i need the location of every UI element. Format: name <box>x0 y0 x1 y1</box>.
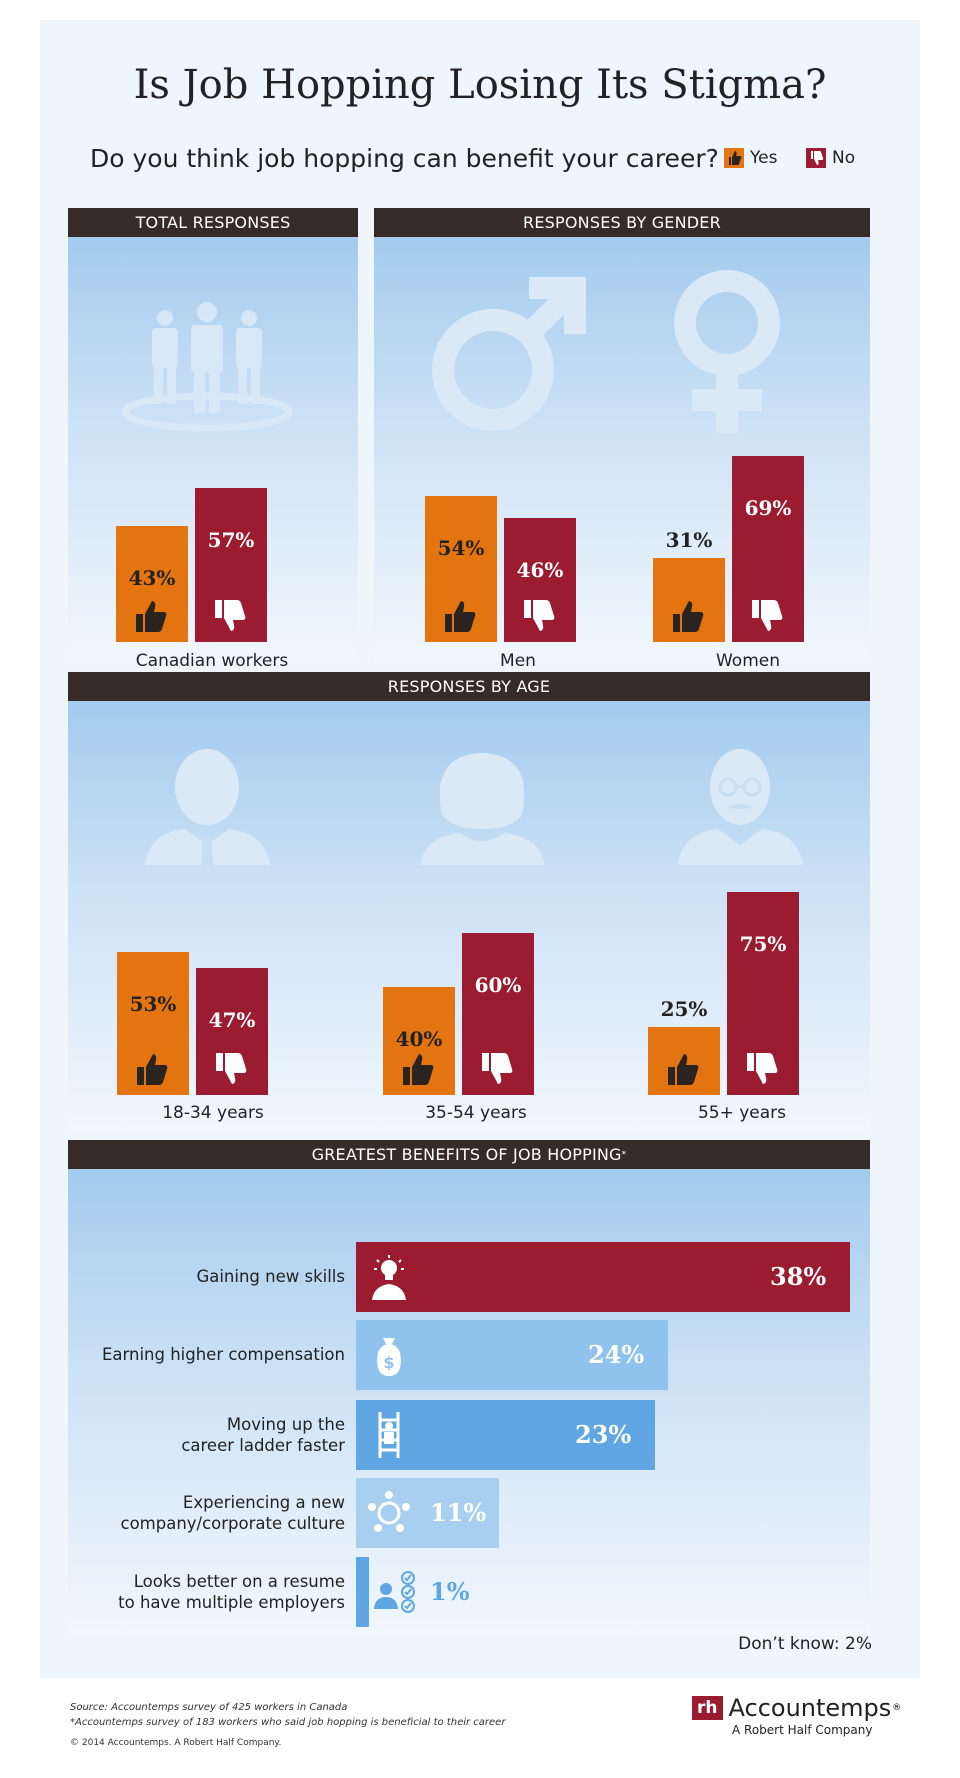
survey-question: Do you think job hopping can benefit you… <box>90 144 719 173</box>
legend-no-label: No <box>832 148 856 168</box>
benefit-bar <box>356 1557 369 1627</box>
benefit-bar <box>356 1320 668 1390</box>
benefit-label: Looks better on a resume to have multiple… <box>118 1571 345 1613</box>
legend-no: No <box>806 148 855 168</box>
business-team-icon <box>121 302 293 432</box>
thumbs-down-icon <box>478 1049 518 1089</box>
female-symbol-icon <box>674 270 780 433</box>
benefit-value-label: 38% <box>770 1262 827 1291</box>
bar-value-label: 31% <box>665 528 713 552</box>
accountemps-logo: rh Accountemps ® A Robert Half Company <box>692 1694 901 1737</box>
bar-no: 75% <box>727 892 799 1095</box>
bar-no: 57% <box>195 488 267 642</box>
thumbs-down-icon <box>743 1049 783 1089</box>
benefit-label-line: Experiencing a new <box>182 1493 345 1512</box>
benefit-value-label: 11% <box>430 1498 487 1527</box>
footnote-mark: * <box>621 1149 627 1160</box>
thumbs-down-icon <box>748 596 788 636</box>
thumbs-up-icon <box>664 1049 704 1089</box>
thumbs-up-icon <box>399 1049 439 1089</box>
bar-no: 46% <box>504 518 576 642</box>
header-total-responses: TOTAL RESPONSES <box>68 208 358 237</box>
bar-yes <box>648 1027 720 1095</box>
benefit-label: Gaining new skills <box>196 1266 345 1287</box>
bar-value-label: 43% <box>128 566 176 590</box>
benefit-label: Moving up the career ladder faster <box>181 1414 345 1456</box>
bar-value-label: 75% <box>739 932 787 956</box>
dont-know-note: Don’t know: 2% <box>738 1634 872 1654</box>
benefit-label-line: Gaining new skills <box>196 1267 345 1286</box>
bar-value-label: 46% <box>516 558 564 582</box>
bar-yes: 40% <box>383 987 455 1095</box>
benefit-label-line: Moving up the <box>226 1415 345 1434</box>
benefit-label-line: company/corporate culture <box>120 1514 346 1533</box>
thumbs-up-icon <box>669 596 709 636</box>
benefit-label: Earning higher compensation <box>102 1344 345 1365</box>
legend-yes: Yes <box>724 148 777 168</box>
benefit-label-line: Earning higher compensation <box>101 1345 345 1364</box>
thumbs-down-icon <box>212 1049 252 1089</box>
source-note: Source: Accountemps survey of 425 worker… <box>70 1702 348 1713</box>
category-label: 55+ years <box>697 1103 787 1123</box>
bar-yes: 43% <box>116 526 188 642</box>
logo-mark: rh <box>692 1696 723 1720</box>
page-title: Is Job Hopping Losing Its Stigma? <box>133 62 827 108</box>
brand-tagline: A Robert Half Company <box>732 1723 873 1737</box>
thumbs-up-icon <box>724 148 744 168</box>
benefit-value-label: 23% <box>575 1420 632 1449</box>
thumbs-up-icon <box>132 596 172 636</box>
ladder-climber-icon <box>366 1412 412 1458</box>
category-label: 35-54 years <box>425 1103 527 1123</box>
bar-no: 60% <box>462 933 534 1095</box>
bar-value-label: 54% <box>437 536 485 560</box>
woman-avatar-icon <box>420 753 545 865</box>
bar-value-label: 40% <box>395 1027 443 1051</box>
bar-yes <box>653 558 725 642</box>
bar-no: 69% <box>732 456 804 642</box>
brand-registered-mark: ® <box>892 1703 902 1713</box>
header-responses-by-age: RESPONSES BY AGE <box>68 672 870 701</box>
lightbulb-person-icon <box>366 1254 412 1300</box>
copyright-note: © 2014 Accountemps. A Robert Half Compan… <box>70 1738 282 1748</box>
category-label: Women <box>715 651 780 671</box>
bar-value-label: 25% <box>660 997 708 1021</box>
thumbs-down-icon <box>211 596 251 636</box>
young-man-avatar-icon <box>145 749 270 865</box>
benefit-value-label: 24% <box>588 1340 645 1369</box>
bar-value-label: 57% <box>207 528 255 552</box>
benefit-value-label: 1% <box>430 1577 470 1606</box>
legend-yes-label: Yes <box>750 148 778 168</box>
thumbs-up-icon <box>133 1049 173 1089</box>
benefit-label-line: career ladder faster <box>181 1436 345 1455</box>
money-bag-icon: $ <box>366 1332 412 1378</box>
thumbs-up-icon <box>441 596 481 636</box>
brand-name: Accountemps <box>728 1694 892 1722</box>
category-label: Canadian workers <box>135 651 289 671</box>
checklist-person-icon <box>372 1569 418 1615</box>
header-greatest-benefits: GREATEST BENEFITS OF JOB HOPPING * <box>68 1140 870 1169</box>
bar-value-label: 47% <box>208 1008 256 1032</box>
senior-man-avatar-icon <box>678 749 803 865</box>
bar-value-label: 60% <box>474 973 522 997</box>
benefit-bar <box>356 1400 655 1470</box>
thumbs-down-icon <box>806 148 826 168</box>
bar-yes: 54% <box>425 496 497 642</box>
benefit-label-line: Looks better on a resume <box>133 1572 345 1591</box>
header-responses-by-gender: RESPONSES BY GENDER <box>374 208 870 237</box>
bar-value-label: 69% <box>744 496 792 520</box>
people-circle-icon <box>366 1490 412 1536</box>
svg-text:$: $ <box>383 1353 394 1372</box>
male-symbol-icon <box>432 277 586 431</box>
benefit-bar <box>356 1242 850 1312</box>
bar-no: 47% <box>196 968 268 1095</box>
thumbs-down-icon <box>520 596 560 636</box>
category-label: 18-34 years <box>162 1103 264 1123</box>
footnote-note: *Accountemps survey of 183 workers who s… <box>70 1717 506 1728</box>
benefit-label: Experiencing a new company/corporate cult… <box>121 1492 346 1534</box>
bar-value-label: 53% <box>129 992 177 1016</box>
category-label: Men <box>500 651 536 671</box>
bar-yes: 53% <box>117 952 189 1095</box>
benefit-label-line: to have multiple employers <box>118 1593 345 1612</box>
header-greatest-benefits-label: GREATEST BENEFITS OF JOB HOPPING <box>311 1145 622 1164</box>
